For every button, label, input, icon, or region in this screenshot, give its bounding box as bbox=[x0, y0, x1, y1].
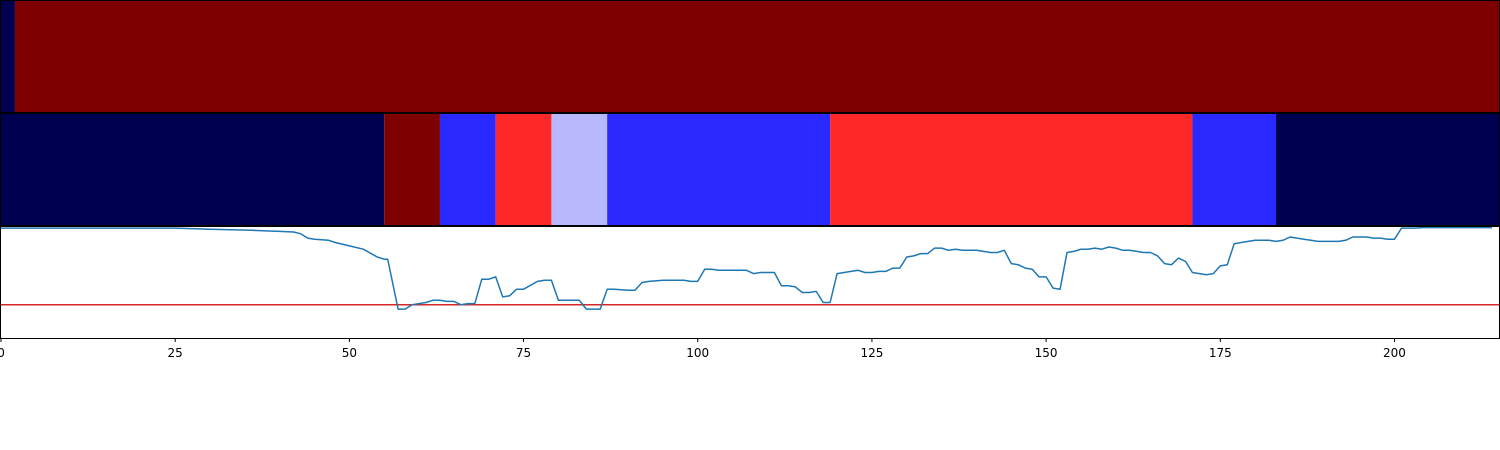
x-tick-label-7: 175 bbox=[1209, 346, 1232, 360]
x-tick-label-8: 200 bbox=[1383, 346, 1406, 360]
x-tick-label-0: 0 bbox=[0, 346, 5, 360]
band-1-segment-8 bbox=[1276, 114, 1499, 225]
band-1-segment-6 bbox=[830, 114, 1193, 225]
band-1-segment-3 bbox=[495, 114, 552, 225]
band-1-segment-2 bbox=[439, 114, 496, 225]
x-tick-label-1: 25 bbox=[168, 346, 183, 360]
band-1-segment-1 bbox=[384, 114, 440, 225]
band-1-segment-0 bbox=[1, 114, 385, 225]
x-axis: 0 25 50 75 100 125 150 175 200 bbox=[0, 338, 1406, 360]
band-1-segment-7 bbox=[1192, 114, 1277, 225]
x-tick-label-5: 125 bbox=[860, 346, 883, 360]
x-tick-label-4: 100 bbox=[686, 346, 709, 360]
heatmap-band-top bbox=[1, 1, 1499, 112]
band-1-segment-5 bbox=[607, 114, 831, 225]
x-tick-label-3: 75 bbox=[516, 346, 531, 360]
band-1-segment-4 bbox=[551, 114, 608, 225]
heatmap-band-middle bbox=[1, 114, 1499, 225]
x-tick-label-2: 50 bbox=[342, 346, 357, 360]
band-0-segment-1 bbox=[14, 1, 1499, 112]
x-tick-label-6: 150 bbox=[1035, 346, 1058, 360]
band-0-segment-0 bbox=[1, 1, 15, 112]
line-panel bbox=[1, 226, 1499, 310]
series-line bbox=[1, 226, 1492, 310]
